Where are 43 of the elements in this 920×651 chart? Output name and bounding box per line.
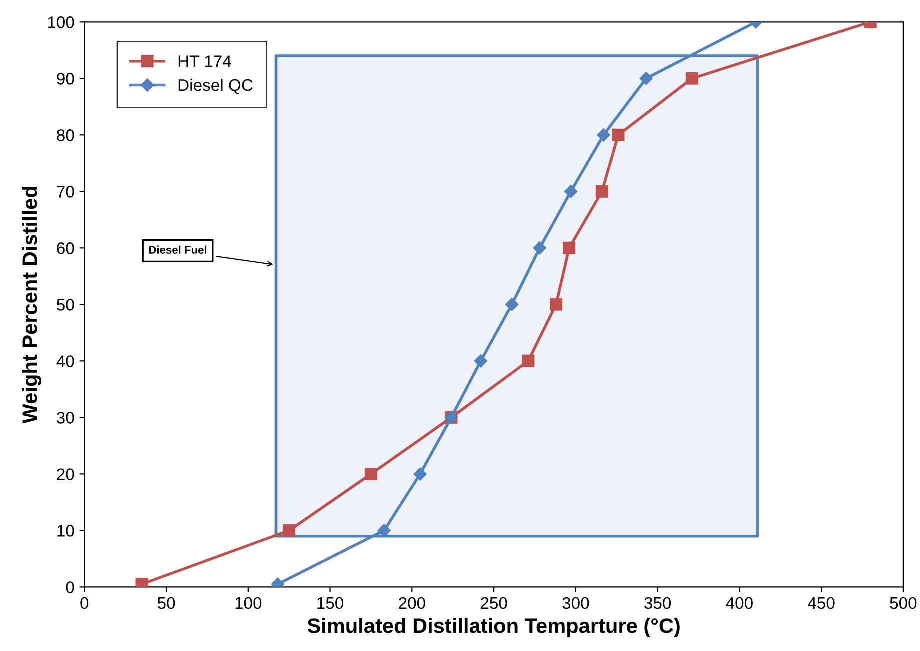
x-tick-label: 0	[80, 597, 89, 610]
point	[533, 242, 546, 255]
point	[597, 128, 610, 142]
point	[563, 242, 576, 254]
point	[364, 468, 378, 480]
y-tick-label: 70	[57, 186, 74, 198]
x-tick-label: 400	[726, 597, 753, 610]
x-tick-label: 500	[890, 597, 917, 610]
x-tick-label: 50	[158, 597, 176, 610]
point	[414, 468, 427, 481]
x-tick-label: 350	[644, 597, 672, 610]
y-tick-label: 100	[48, 16, 74, 28]
point	[522, 354, 535, 368]
y-tick-label: 90	[57, 73, 74, 85]
x-tick-label: 300	[562, 597, 590, 610]
y-tick-label: 80	[57, 130, 74, 142]
x-axis-title: Simulated Distillation Temparture (°C)	[308, 618, 680, 638]
x-tick-label: 250	[480, 597, 508, 610]
point	[564, 185, 578, 198]
point	[596, 185, 608, 198]
point	[640, 72, 653, 86]
x-tick-label: 450	[808, 597, 835, 610]
point	[474, 354, 488, 368]
y-tick-label: 0	[66, 582, 74, 594]
point	[686, 72, 698, 85]
point	[505, 298, 519, 312]
y-tick-label: 50	[57, 299, 74, 311]
x-tick-label: 150	[318, 597, 344, 610]
y-tick-label: 20	[57, 468, 74, 480]
point	[550, 298, 563, 311]
point	[612, 128, 625, 142]
legend-label: Diesel QC	[178, 78, 253, 94]
y-tick-label: 60	[57, 242, 74, 254]
y-axis-title: Weight Percent Distilled	[22, 186, 42, 424]
y-tick-label: 10	[58, 525, 74, 537]
y-tick-label: 40	[56, 356, 74, 368]
point	[283, 524, 296, 537]
y-tick-label: 30	[57, 412, 74, 424]
annotation: Diesel Fuel	[149, 246, 207, 254]
x-tick-label: 100	[236, 597, 262, 610]
x-tick-label: 200	[399, 597, 426, 610]
point	[378, 524, 391, 538]
legend-label: HT 174	[178, 56, 232, 68]
